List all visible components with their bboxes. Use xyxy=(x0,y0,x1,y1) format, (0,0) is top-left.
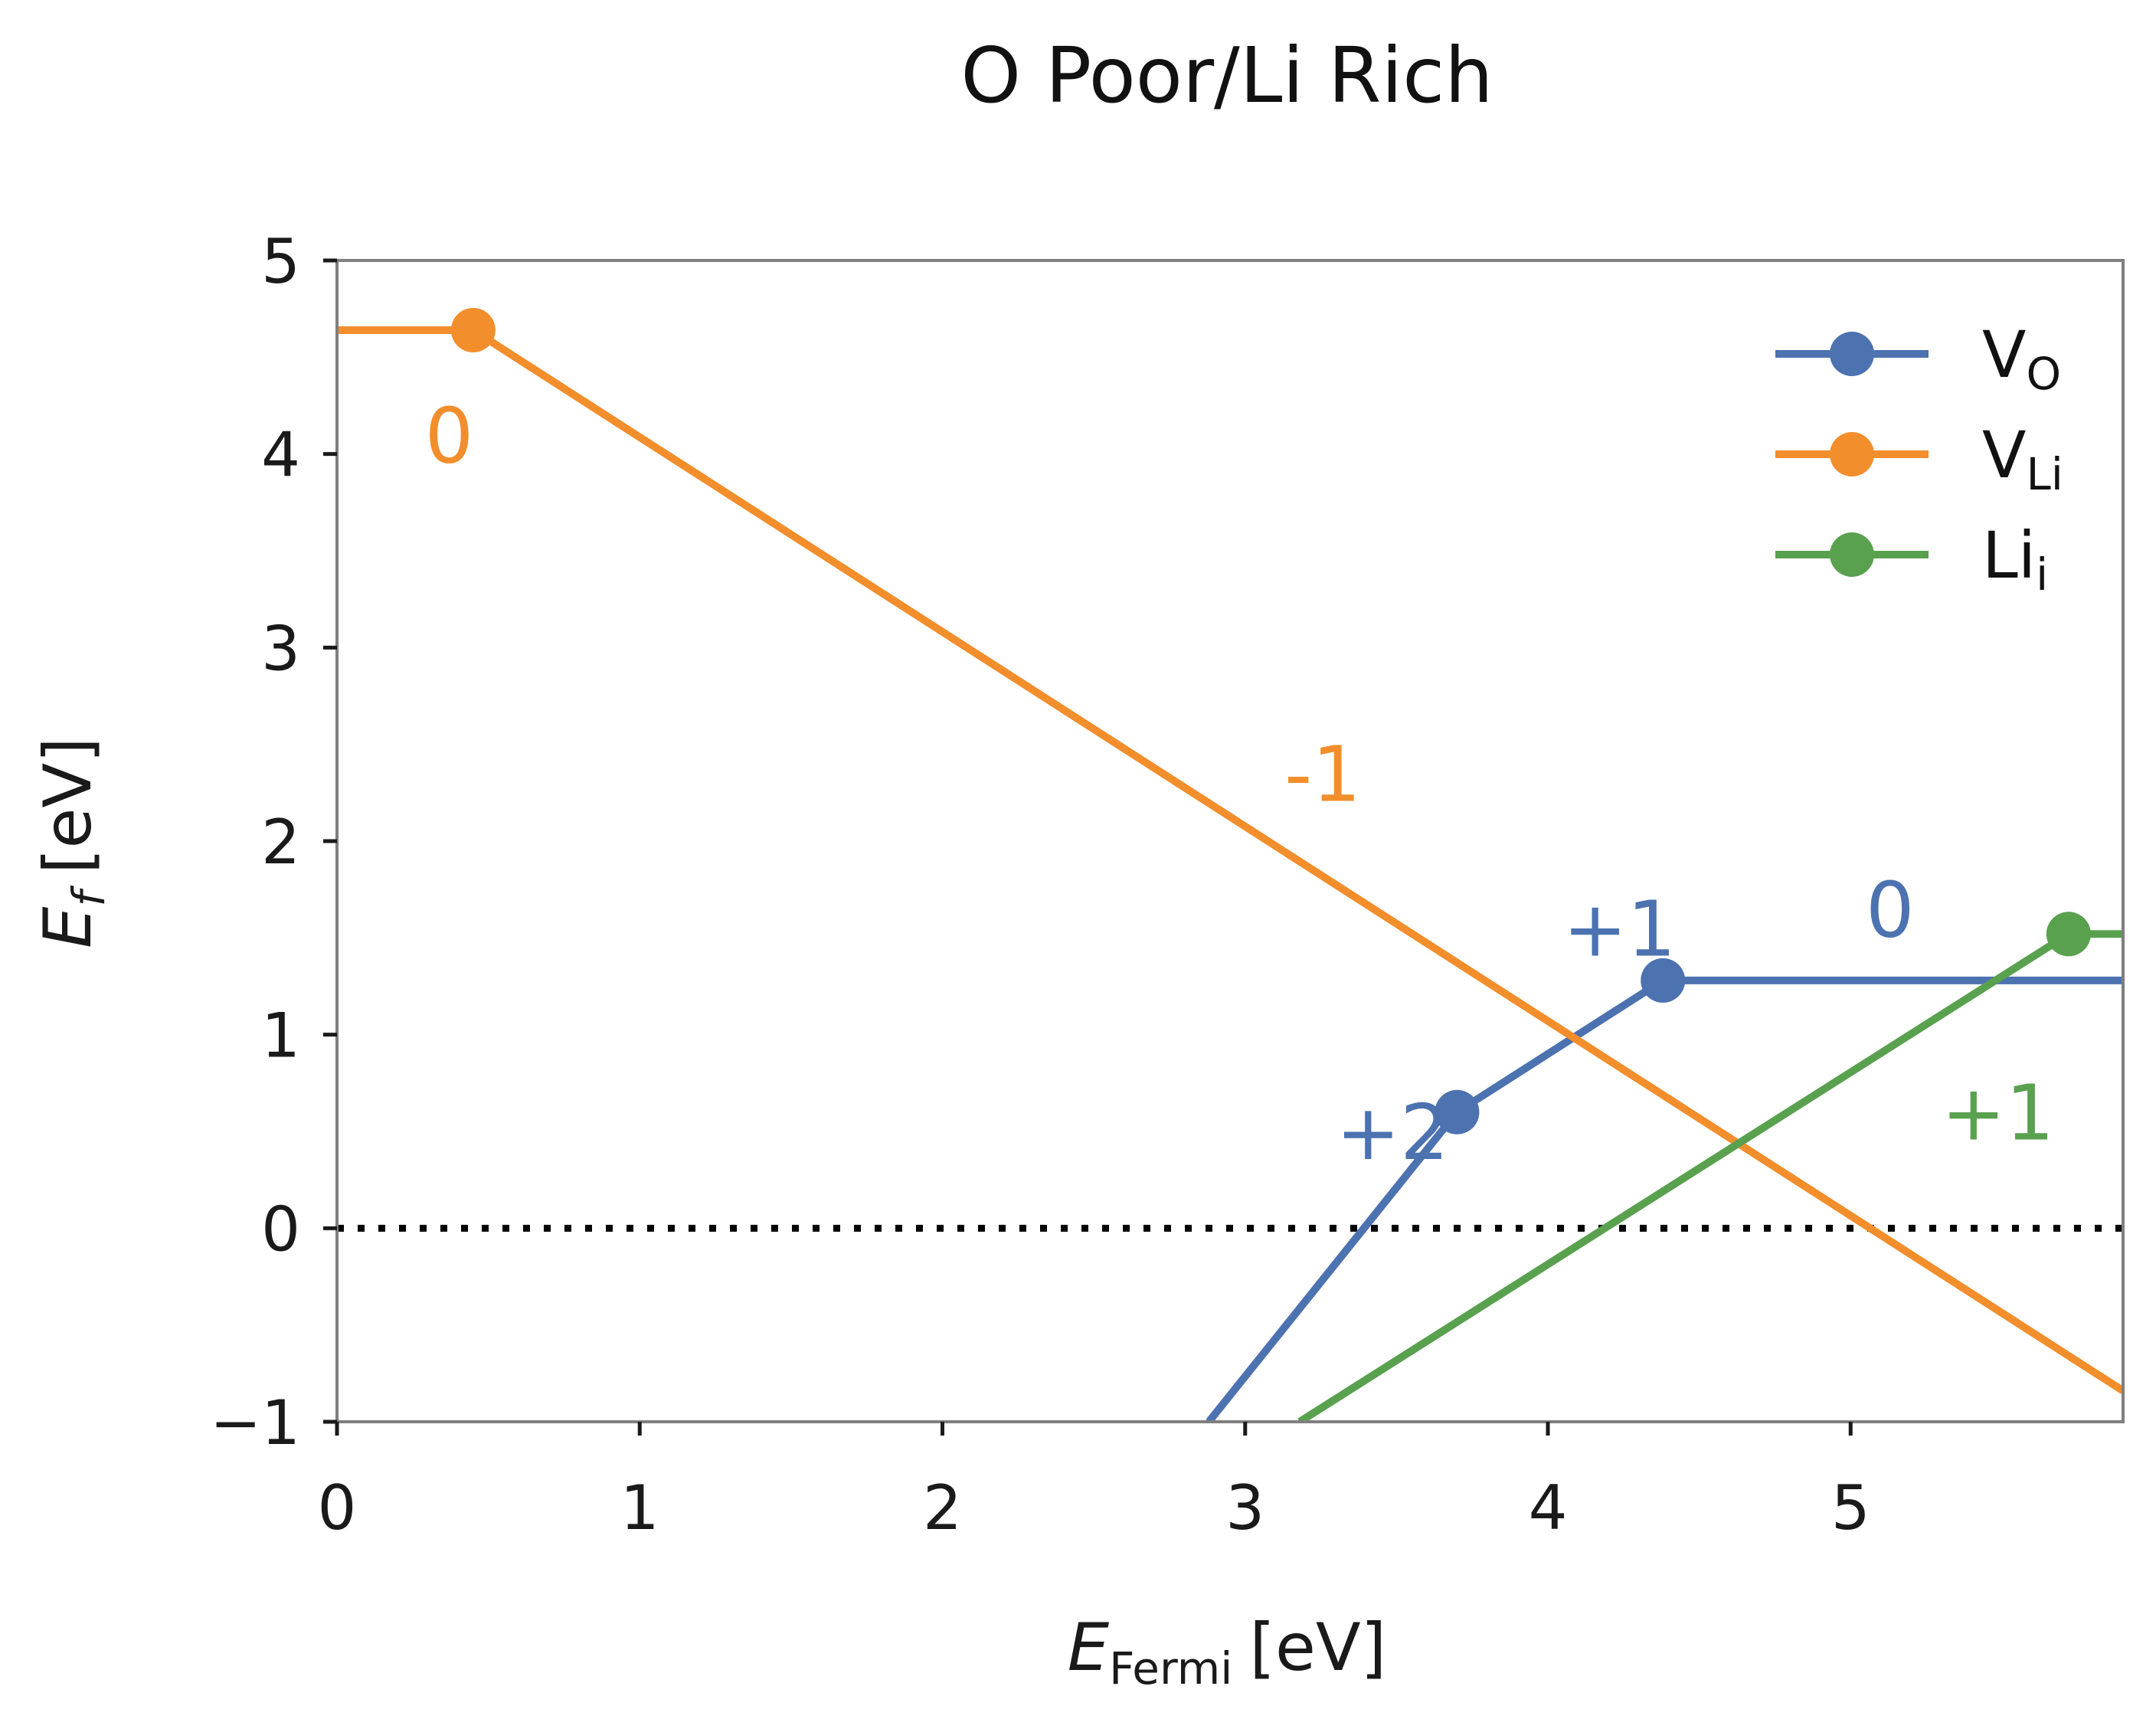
x-axis-label-main: E xyxy=(1068,1609,1110,1686)
legend-marker-0 xyxy=(1830,332,1874,376)
legend-label-base-0: V xyxy=(1982,317,2026,392)
legend-label-0: VO xyxy=(1982,317,2061,400)
y-tick-label-0: −1 xyxy=(210,1387,300,1459)
series-line-0 xyxy=(1206,976,2123,1422)
x-axis-label: EFermi [eV] xyxy=(1068,1609,1387,1694)
y-tick-label-1: 0 xyxy=(261,1193,300,1265)
y-tick-label-3: 2 xyxy=(261,807,300,878)
legend-label-sub-2: i xyxy=(2036,548,2048,601)
legend-label-sub-1: Li xyxy=(2026,448,2063,500)
x-tick-label-1: 1 xyxy=(620,1472,659,1544)
x-tick-label-2: 2 xyxy=(923,1472,962,1544)
x-tick-label-5: 5 xyxy=(1831,1472,1870,1544)
x-tick-label-0: 0 xyxy=(318,1472,357,1544)
chart-title: O Poor/Li Rich xyxy=(960,31,1493,120)
legend-marker-2 xyxy=(1830,532,1874,577)
y-tick-label-5: 4 xyxy=(261,420,300,491)
legend-marker-1 xyxy=(1830,432,1874,476)
charge-state-label-0: 0 xyxy=(425,391,474,480)
y-axis-label-unit: [eV] xyxy=(30,737,106,874)
y-tick-label-4: 3 xyxy=(261,613,300,684)
legend-label-base-2: Li xyxy=(1982,518,2036,593)
legend-label-base-1: V xyxy=(1982,417,2026,493)
y-tick-label-6: 5 xyxy=(261,226,300,297)
charge-state-label-4: 0 xyxy=(1866,865,1915,954)
series-0-marker-0 xyxy=(1435,1089,1480,1135)
x-tick-label-4: 4 xyxy=(1529,1472,1568,1544)
series-1-marker-0 xyxy=(450,307,496,352)
charge-state-label-2: +2 xyxy=(1336,1088,1448,1177)
y-axis-label-main: E xyxy=(30,906,106,948)
series-2-marker-0 xyxy=(2046,912,2091,957)
y-axis-label: Ef[eV] xyxy=(30,737,115,948)
charge-state-label-5: +1 xyxy=(1942,1069,2054,1158)
series-0-marker-1 xyxy=(1641,958,1686,1003)
legend-label-1: VLi xyxy=(1982,417,2063,500)
legend-label-2: Lii xyxy=(1982,518,2048,601)
x-axis-label-sub: Fermi xyxy=(1109,1642,1232,1694)
x-axis-label-unit: [eV] xyxy=(1249,1609,1386,1686)
charge-state-label-1: -1 xyxy=(1284,730,1361,820)
y-tick-label-2: 1 xyxy=(261,1000,300,1072)
legend-label-sub-0: O xyxy=(2026,348,2061,400)
charge-state-label-3: +1 xyxy=(1563,885,1676,974)
x-tick-label-3: 3 xyxy=(1225,1472,1264,1544)
